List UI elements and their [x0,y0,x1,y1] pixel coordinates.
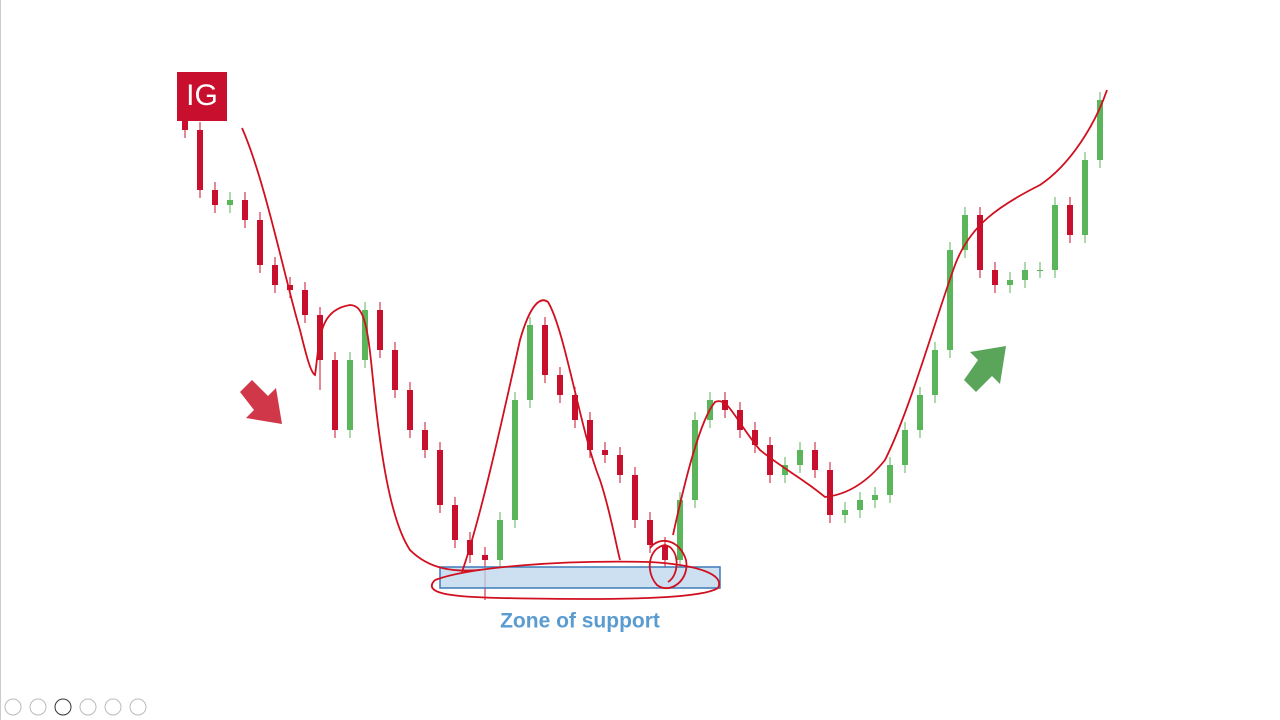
candle-body [377,310,383,350]
candle-body [617,455,623,475]
down-arrow [240,380,282,424]
candle-body [392,350,398,390]
candle-body [242,200,248,220]
candle-body [587,420,593,450]
candle-body [827,470,833,515]
candle-body [782,465,788,475]
candle-body [842,510,848,515]
zone-label: Zone of support [500,610,660,633]
candle-body [812,450,818,470]
candle-body [302,290,308,315]
candle-body [287,285,293,290]
candle-body [542,325,548,375]
up-arrow [964,346,1006,392]
candle-body [257,220,263,265]
candle-body [362,310,368,360]
candle-body [917,395,923,430]
logo-box [177,72,227,121]
candle-body [722,400,728,410]
candle-body [407,390,413,430]
freehand-annotations [241,89,1108,600]
candle-body [947,250,953,350]
trend-curve [241,127,481,572]
candle-body [1037,270,1043,271]
candle-body [557,375,563,395]
next-button[interactable] [29,698,47,716]
candle-body [497,520,503,560]
candle-body [1097,100,1103,160]
candle-body [272,265,278,285]
candle-body [632,475,638,520]
candle-body [1022,270,1028,280]
candle-body [1067,205,1073,235]
candle-body [1052,205,1058,270]
peak-curve [461,299,621,573]
candle-body [872,495,878,500]
candle-body [932,350,938,395]
candle-body [512,400,518,520]
prev-button[interactable] [4,698,22,716]
candle-body [737,410,743,430]
candle-body [977,215,983,270]
candle-body [677,500,683,560]
pen-button[interactable] [54,698,72,716]
candle-body [1082,160,1088,235]
candle-body [452,505,458,540]
candle-body [1007,280,1013,285]
candle-body [857,500,863,510]
candle-body [332,360,338,430]
slides-button[interactable] [79,698,97,716]
candle-body [692,420,698,500]
candle-body [227,200,233,205]
logo: IG [186,79,218,112]
candle-body [962,215,968,250]
candle-body [992,270,998,285]
candle-body [182,120,188,130]
candle-body [797,450,803,465]
zoom-button[interactable] [104,698,122,716]
candle-body [347,360,353,430]
candle-body [647,520,653,545]
toolbar[interactable] [4,698,147,716]
candle-body [437,450,443,505]
rise-curve [672,89,1108,536]
circle-mark [648,539,688,590]
candle-body [527,325,533,400]
candle-body [212,190,218,205]
candle-body [662,545,668,560]
candle-body [752,430,758,445]
candle-body [887,465,893,495]
candle-body [602,450,608,455]
candle-body [572,395,578,420]
more-button[interactable] [129,698,147,716]
zone-ellipse [431,560,721,600]
candle-body [422,430,428,450]
candle-body [197,130,203,190]
candle-body [902,430,908,465]
candle-body [482,555,488,560]
candle-body [767,445,773,475]
